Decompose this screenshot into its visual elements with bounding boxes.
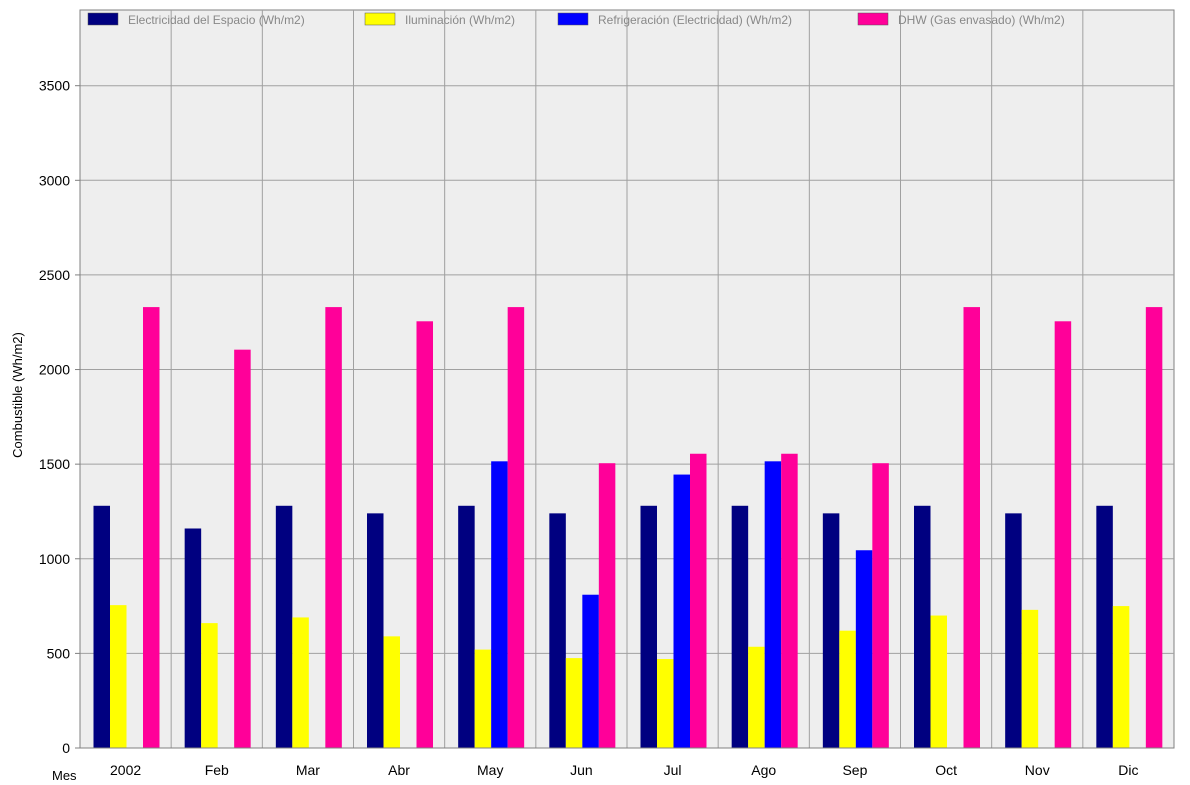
y-tick-label: 2000 — [39, 362, 70, 378]
bar — [565, 658, 583, 748]
bar — [184, 528, 202, 748]
y-tick-label: 3000 — [39, 172, 70, 188]
legend: Electricidad del Espacio (Wh/m2) Iluminac… — [87, 12, 1065, 27]
legend-swatch — [857, 12, 889, 26]
x-tick-label: Feb — [205, 762, 229, 778]
legend-label: DHW (Gas envasado) (Wh/m2) — [898, 13, 1065, 27]
bar — [582, 594, 599, 748]
y-tick-label: 500 — [47, 645, 71, 661]
bar — [110, 605, 127, 748]
bar — [839, 630, 856, 748]
x-tick-label: Abr — [388, 762, 410, 778]
legend-label: Iluminación (Wh/m2) — [405, 13, 515, 27]
axes: 0 500 1000 1500 2000 2500 3000 3500 2002 Feb Mar Ab… — [39, 10, 1174, 778]
y-tick-label: 2500 — [39, 267, 70, 283]
legend-label: Electricidad del Espacio (Wh/m2) — [128, 13, 305, 27]
bar — [1021, 609, 1039, 748]
legend-swatch — [364, 12, 396, 26]
x-tick-label: Jun — [570, 762, 593, 778]
y-axis-title: Combustible (Wh/m2) — [10, 332, 25, 458]
bar — [1005, 513, 1022, 748]
bar — [367, 513, 384, 748]
bar — [822, 513, 840, 748]
x-tick-label: Nov — [1025, 762, 1050, 778]
legend-label: Refrigeración (Electricidad) (Wh/m2) — [598, 13, 792, 27]
bar — [325, 307, 342, 748]
y-tick-label: 0 — [62, 740, 70, 756]
legend-swatch — [557, 12, 589, 26]
bar — [963, 307, 980, 748]
grid — [80, 10, 1174, 748]
bar — [855, 550, 873, 748]
y-tick-label: 1000 — [39, 551, 70, 567]
bar — [657, 659, 674, 748]
bar — [781, 453, 798, 748]
bar — [458, 505, 475, 748]
x-axis-title: Mes — [52, 768, 77, 783]
x-tick-label: May — [477, 762, 503, 778]
y-tick-label: 3500 — [39, 78, 70, 94]
bar — [474, 649, 492, 748]
bar — [275, 505, 293, 748]
bar — [93, 505, 110, 748]
bar — [143, 307, 160, 748]
x-tick-label: Sep — [842, 762, 867, 778]
bar — [507, 307, 525, 748]
x-tick-label: Dic — [1118, 762, 1138, 778]
bar — [491, 461, 508, 748]
x-tick-label: 2002 — [110, 762, 141, 778]
bar — [1145, 307, 1163, 748]
bars — [93, 307, 1163, 748]
bar — [201, 623, 218, 748]
bar — [1096, 505, 1113, 748]
bar — [598, 463, 616, 748]
bar — [640, 505, 657, 748]
bar — [1112, 606, 1130, 748]
bar — [673, 474, 690, 748]
bar — [914, 505, 931, 748]
bar — [764, 461, 782, 748]
bar — [1054, 321, 1072, 748]
bar — [748, 646, 765, 748]
bar — [234, 349, 251, 748]
x-tick-label: Jul — [664, 762, 682, 778]
bar — [383, 636, 400, 748]
bar — [416, 321, 433, 748]
legend-swatch — [87, 12, 119, 26]
y-tick-label: 1500 — [39, 456, 70, 472]
bar — [872, 463, 889, 748]
bar — [731, 505, 749, 748]
bar — [930, 615, 947, 748]
bar — [690, 453, 707, 748]
bar — [549, 513, 566, 748]
x-tick-label: Oct — [935, 762, 957, 778]
x-tick-label: Mar — [296, 762, 320, 778]
x-tick-label: Ago — [751, 762, 776, 778]
bar — [292, 617, 309, 748]
